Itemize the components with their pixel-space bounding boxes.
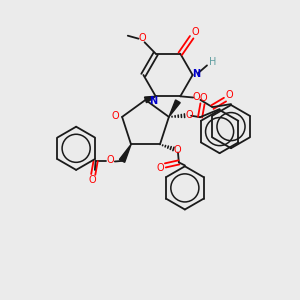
Text: O: O xyxy=(193,92,201,102)
Text: O: O xyxy=(138,33,146,43)
Text: O: O xyxy=(112,111,119,121)
Text: O: O xyxy=(107,155,115,165)
Text: O: O xyxy=(225,90,233,100)
Text: N: N xyxy=(192,69,200,80)
Text: O: O xyxy=(185,110,193,120)
Text: O: O xyxy=(156,163,164,173)
Text: O: O xyxy=(88,175,96,185)
Text: O: O xyxy=(191,27,199,37)
Text: O: O xyxy=(200,93,208,103)
Polygon shape xyxy=(145,96,156,103)
Text: O: O xyxy=(174,146,182,155)
Polygon shape xyxy=(169,100,180,117)
Text: H: H xyxy=(209,57,216,67)
Polygon shape xyxy=(119,144,131,162)
Text: N: N xyxy=(149,95,158,106)
